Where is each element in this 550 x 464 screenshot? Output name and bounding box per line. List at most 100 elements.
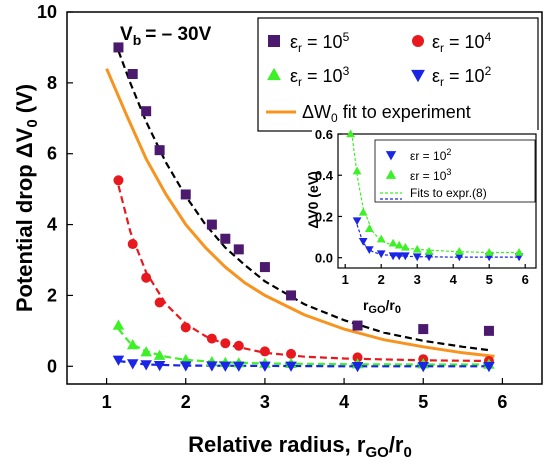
y-tick-label: 0.4 xyxy=(315,168,334,183)
data-point-r-10-5 xyxy=(180,189,191,200)
legend-entry-er-1e4: εr = 104 xyxy=(432,30,492,55)
data-point-r-10-3 xyxy=(153,349,166,360)
data-point-r-10-3 xyxy=(394,240,404,249)
x-tick-label: 1 xyxy=(102,392,112,412)
data-point-r-10-2 xyxy=(454,253,464,262)
fit-curve-dashed-1 xyxy=(117,50,491,352)
fit-curve-fits-to-expr-8 xyxy=(351,138,520,254)
data-point-r-10-2 xyxy=(352,217,362,226)
data-point-r-10-3 xyxy=(424,246,434,255)
data-point-r-10-5 xyxy=(483,325,494,336)
main-axis-ticks: 1 2 3 4 5 6 0 2 4 6 8 10 xyxy=(37,2,507,412)
data-point-r-10-4 xyxy=(233,340,244,351)
legend-entry-er-1e2: εr = 102 xyxy=(432,64,492,89)
inset-plot-frame xyxy=(337,133,537,269)
data-point-r-10-2 xyxy=(394,252,404,261)
data-point-r-10-3 xyxy=(140,346,152,357)
data-point-r-10-4 xyxy=(180,322,191,333)
data-point-r-10-3 xyxy=(412,244,422,253)
data-point-r-10-2 xyxy=(112,355,125,366)
inset-data-points xyxy=(346,129,524,262)
x-tick-label: 3 xyxy=(260,392,270,412)
data-point-r-10-2 xyxy=(376,250,386,259)
data-point-r-10-3 xyxy=(346,129,355,138)
data-point-r-10-2 xyxy=(233,361,245,372)
data-point-r-10-5 xyxy=(352,320,363,331)
data-point-r-10-5 xyxy=(141,106,152,117)
data-point-r-10-5 xyxy=(206,219,217,230)
data-point-r-10-3 xyxy=(388,238,398,247)
legend-marker-r-10-2 xyxy=(411,69,425,83)
x-tick-label: 6 xyxy=(522,272,529,287)
data-point-r-10-2 xyxy=(483,362,495,373)
fit-curve-dashed-1 xyxy=(356,224,520,258)
data-point-r-10-5 xyxy=(418,324,429,335)
inset-legend-entry-er-1e2: εr = 102 xyxy=(410,147,451,163)
data-point-r-10-3 xyxy=(514,247,524,256)
data-point-r-10-3 xyxy=(358,207,368,216)
main-legend-box xyxy=(257,17,539,132)
data-point-r-10-2 xyxy=(219,361,232,372)
data-point-r-10-2 xyxy=(153,360,166,372)
data-point-r-10-5 xyxy=(220,233,231,244)
data-point-r-10-2 xyxy=(285,361,297,372)
data-point-r-10-4 xyxy=(259,346,270,357)
data-point-r-10-2 xyxy=(126,359,139,370)
legend-entry-fit-experiment: ΔW0 fit to experiment xyxy=(302,102,471,125)
data-point-r-10-2 xyxy=(358,237,368,246)
data-point-r-10-2 xyxy=(140,360,152,371)
bias-voltage-annotation: Vb = – 30V xyxy=(120,24,212,48)
legend-marker-r-10-3 xyxy=(267,67,281,81)
data-point-r-10-3 xyxy=(112,319,125,330)
x-tick-label: 4 xyxy=(450,272,458,287)
data-point-r-10-5 xyxy=(113,42,124,53)
legend-entry-er-1e5: εr = 105 xyxy=(290,30,350,55)
x-tick-label: 1 xyxy=(342,272,349,287)
inset-legend-box xyxy=(374,139,536,203)
inset-legend-marker-r-10-3 xyxy=(385,169,397,179)
y-tick-label: 0.6 xyxy=(315,127,333,142)
fit-curve-dashed-3 xyxy=(117,328,491,366)
y-tick-label: 0.2 xyxy=(315,209,333,224)
y-tick-label: 0 xyxy=(47,356,57,376)
data-point-r-10-2 xyxy=(259,361,271,372)
data-point-r-10-2 xyxy=(417,362,429,373)
y-tick-label: 2 xyxy=(47,285,57,305)
data-point-r-10-4 xyxy=(220,338,231,349)
y-tick-label: 8 xyxy=(47,73,57,93)
data-point-r-10-5 xyxy=(259,262,270,273)
inset-chart: 1 2 3 4 5 6 0.0 0.2 0.4 0.6 ΔV0 (eV) rGO/r0 εr = … xyxy=(305,127,540,316)
data-point-r-10-3 xyxy=(454,246,464,255)
data-point-r-10-3 xyxy=(126,339,139,350)
inset-legend-markers xyxy=(385,151,397,179)
y-tick-label: 4 xyxy=(47,215,57,235)
main-data-points xyxy=(112,42,495,373)
data-point-r-10-5 xyxy=(286,290,297,301)
data-point-r-10-4 xyxy=(352,352,363,363)
x-tick-label: 5 xyxy=(486,272,493,287)
data-point-r-10-3 xyxy=(376,234,386,243)
x-tick-label: 5 xyxy=(418,392,428,412)
data-point-r-10-3 xyxy=(364,224,374,233)
inset-x-axis-label: rGO/r0 xyxy=(363,297,401,316)
inset-legend-entry-fits: Fits to expr.(8) xyxy=(410,186,487,200)
data-point-r-10-3 xyxy=(484,247,494,256)
data-point-r-10-2 xyxy=(412,253,422,262)
x-axis-label: Relative radius, rGO/r0 xyxy=(188,432,412,461)
data-point-r-10-2 xyxy=(364,246,374,255)
data-point-r-10-2 xyxy=(206,361,218,372)
main-legend-markers xyxy=(267,35,425,83)
inset-legend: εr = 102 εr = 103 Fits to expr.(8) xyxy=(374,139,536,203)
x-tick-label: 2 xyxy=(378,272,385,287)
main-plot-frame xyxy=(66,11,543,385)
data-point-r-10-2 xyxy=(180,361,192,372)
y-tick-label: 0.0 xyxy=(315,251,333,266)
y-tick-label: 6 xyxy=(47,144,57,164)
data-point-r-10-4 xyxy=(127,239,138,250)
y-tick-label: 10 xyxy=(37,2,57,22)
legend-marker-r-10-5 xyxy=(268,35,280,47)
inset-legend-marker-r-10-2 xyxy=(385,151,397,161)
data-point-r-10-5 xyxy=(127,69,138,79)
data-point-r-10-5 xyxy=(233,244,244,255)
